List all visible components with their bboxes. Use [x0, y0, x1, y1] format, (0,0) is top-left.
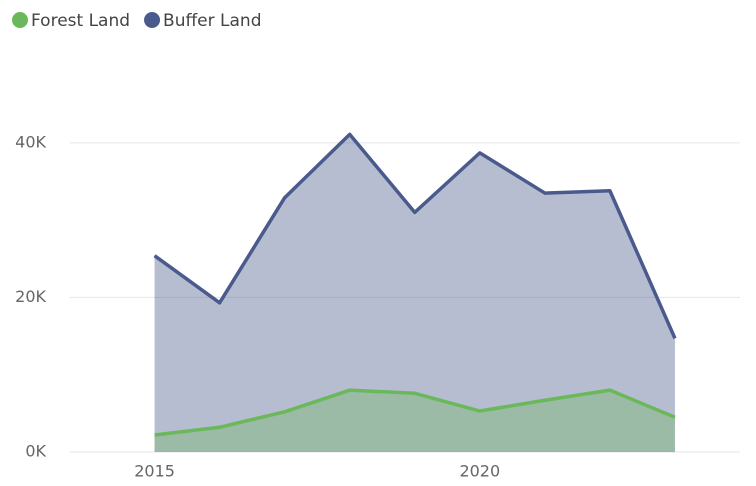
series-line [154, 388, 676, 437]
x-tick-label: 2020 [459, 462, 500, 481]
legend: Forest Land Buffer Land [12, 11, 262, 31]
y-tick-label: 40K [15, 132, 46, 151]
y-tick-label: 20K [15, 287, 46, 306]
x-tick-label: 2015 [134, 462, 175, 481]
legend-swatch [12, 12, 28, 28]
y-tick-label: 0K [25, 442, 46, 461]
legend-label: Forest Land [31, 11, 130, 31]
area-fill [154, 134, 675, 453]
series-line [153, 132, 677, 340]
legend-swatch [144, 12, 161, 28]
legend-label: Buffer Land [163, 11, 261, 31]
area-fill [154, 390, 675, 452]
